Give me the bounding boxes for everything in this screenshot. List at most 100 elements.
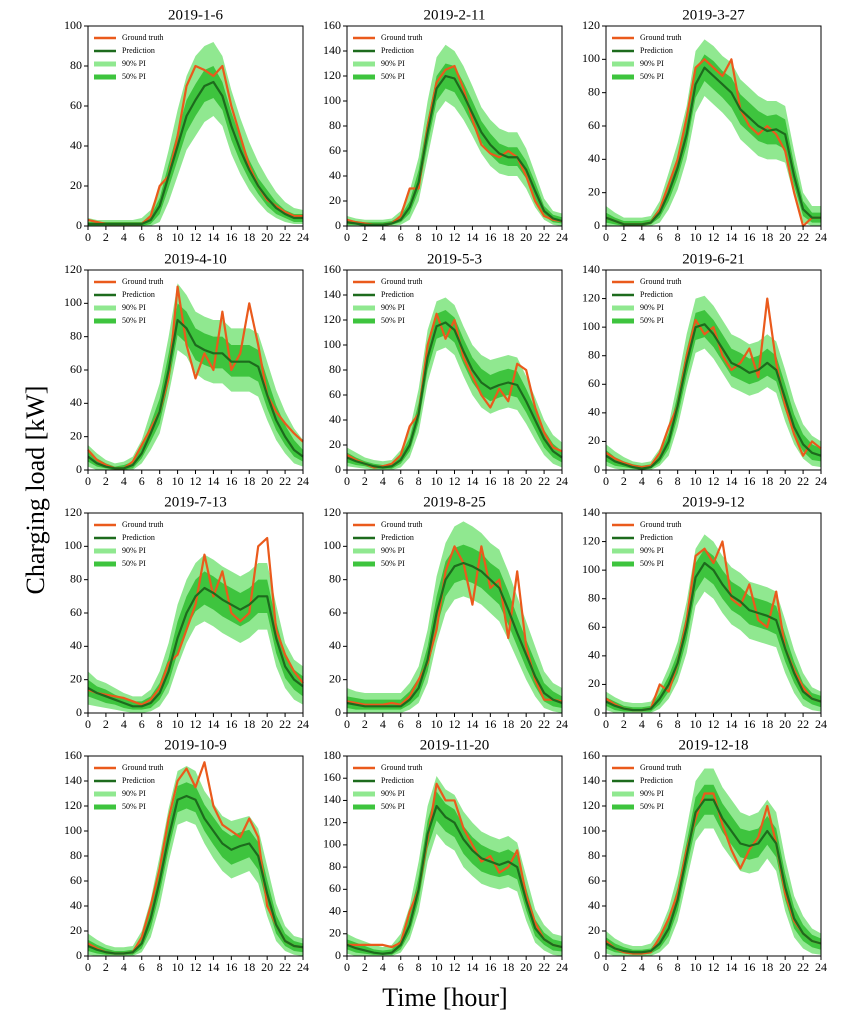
chart-title: 2019-7-13 xyxy=(164,494,227,510)
x-tick-label: 20 xyxy=(779,960,791,974)
x-tick-label: 6 xyxy=(139,960,145,974)
interval-band xyxy=(606,295,821,470)
x-tick-label: 16 xyxy=(484,960,496,974)
x-tick-label: 22 xyxy=(538,717,550,731)
x-tick-label: 24 xyxy=(297,474,309,488)
y-tick-label: 20 xyxy=(588,676,600,690)
y-tick-label: 60 xyxy=(329,881,341,895)
y-tick-label: 60 xyxy=(70,605,82,619)
y-tick-label: 20 xyxy=(329,437,341,451)
legend-label: 90% PI xyxy=(122,546,146,555)
x-tick-label: 10 xyxy=(172,230,184,244)
y-tick-label: 80 xyxy=(329,859,341,873)
x-tick-label: 18 xyxy=(761,230,773,244)
x-tick-label: 6 xyxy=(398,960,404,974)
x-tick-label: 10 xyxy=(690,474,702,488)
legend-label: 50% PI xyxy=(640,802,664,811)
chart-title: 2019-5-3 xyxy=(427,251,482,267)
legend-label: 90% PI xyxy=(381,789,405,798)
prediction-line xyxy=(346,561,563,708)
x-tick-label: 2 xyxy=(621,230,627,244)
legend-label: Ground truth xyxy=(381,33,423,42)
x-tick-label: 4 xyxy=(380,474,386,488)
x-tick-label: 4 xyxy=(380,960,386,974)
x-tick-label: 20 xyxy=(520,960,532,974)
x-tick-label: 0 xyxy=(603,960,609,974)
y-tick-label: 0 xyxy=(594,948,600,962)
x-tick-label: 0 xyxy=(85,960,91,974)
x-tick-label: 18 xyxy=(502,960,514,974)
y-tick-label: 120 xyxy=(323,68,341,82)
x-tick-label: 0 xyxy=(85,474,91,488)
legend-label: Ground truth xyxy=(640,520,682,529)
y-tick-label: 100 xyxy=(323,538,341,552)
x-tick-label: 14 xyxy=(466,960,478,974)
y-tick-label: 100 xyxy=(582,319,600,333)
prediction-line xyxy=(605,798,822,954)
y-tick-label: 80 xyxy=(329,571,341,585)
interval-band xyxy=(606,54,821,227)
x-tick-label: 24 xyxy=(556,717,568,731)
chart-title: 2019-10-9 xyxy=(164,737,227,753)
interval-band xyxy=(88,283,303,470)
legend-label: Prediction xyxy=(381,290,414,299)
y-tick-label: 0 xyxy=(594,462,600,476)
legend-label: Ground truth xyxy=(640,763,682,772)
ground-truth-line xyxy=(87,536,304,706)
x-tick-label: 20 xyxy=(261,474,273,488)
legend-label: 50% PI xyxy=(381,72,405,81)
interval-band xyxy=(606,768,821,956)
x-tick-label: 16 xyxy=(743,230,755,244)
x-tick-label: 14 xyxy=(207,960,219,974)
legend-label: Ground truth xyxy=(640,277,682,286)
x-tick-label: 12 xyxy=(708,474,720,488)
y-tick-label: 40 xyxy=(329,638,341,652)
x-tick-label: 16 xyxy=(743,960,755,974)
y-tick-label: 120 xyxy=(323,312,341,326)
x-tick-label: 22 xyxy=(279,230,291,244)
legend-label: 50% PI xyxy=(122,802,146,811)
y-tick-label: 80 xyxy=(588,84,600,98)
x-tick-label: 14 xyxy=(466,717,478,731)
y-tick-label: 100 xyxy=(582,823,600,837)
legend-label: Prediction xyxy=(122,776,155,785)
legend-label: 50% PI xyxy=(640,72,664,81)
x-tick-label: 0 xyxy=(344,960,350,974)
y-tick-label: 100 xyxy=(64,538,82,552)
chart-title: 2019-8-25 xyxy=(423,494,486,510)
x-tick-label: 22 xyxy=(538,230,550,244)
chart-title: 2019-2-11 xyxy=(424,7,486,23)
x-tick-label: 8 xyxy=(675,717,681,731)
y-tick-label: 0 xyxy=(335,948,341,962)
legend-label: 50% PI xyxy=(122,559,146,568)
x-axis-label: Time [hour] xyxy=(382,983,507,1012)
y-tick-label: 140 xyxy=(582,505,600,519)
x-tick-label: 2 xyxy=(362,717,368,731)
x-tick-label: 12 xyxy=(708,717,720,731)
x-tick-label: 6 xyxy=(657,717,663,731)
x-tick-label: 0 xyxy=(85,230,91,244)
y-tick-label: 40 xyxy=(70,138,82,152)
legend-label: Prediction xyxy=(122,46,155,55)
x-tick-label: 16 xyxy=(743,474,755,488)
x-tick-label: 16 xyxy=(743,717,755,731)
legend-label: Ground truth xyxy=(122,277,164,286)
x-tick-label: 8 xyxy=(675,474,681,488)
x-tick-label: 24 xyxy=(297,230,309,244)
x-tick-label: 8 xyxy=(157,717,163,731)
y-tick-label: 100 xyxy=(323,337,341,351)
y-tick-label: 40 xyxy=(588,151,600,165)
x-tick-label: 4 xyxy=(121,474,127,488)
interval-band xyxy=(606,548,821,712)
x-tick-label: 22 xyxy=(797,230,809,244)
y-tick-label: 20 xyxy=(329,193,341,207)
x-tick-label: 8 xyxy=(416,474,422,488)
x-tick-label: 18 xyxy=(502,230,514,244)
y-tick-label: 60 xyxy=(329,605,341,619)
x-tick-label: 16 xyxy=(484,717,496,731)
x-tick-label: 8 xyxy=(675,230,681,244)
x-tick-label: 14 xyxy=(725,717,737,731)
legend-label: 90% PI xyxy=(640,546,664,555)
x-tick-label: 20 xyxy=(520,717,532,731)
x-tick-label: 16 xyxy=(484,230,496,244)
